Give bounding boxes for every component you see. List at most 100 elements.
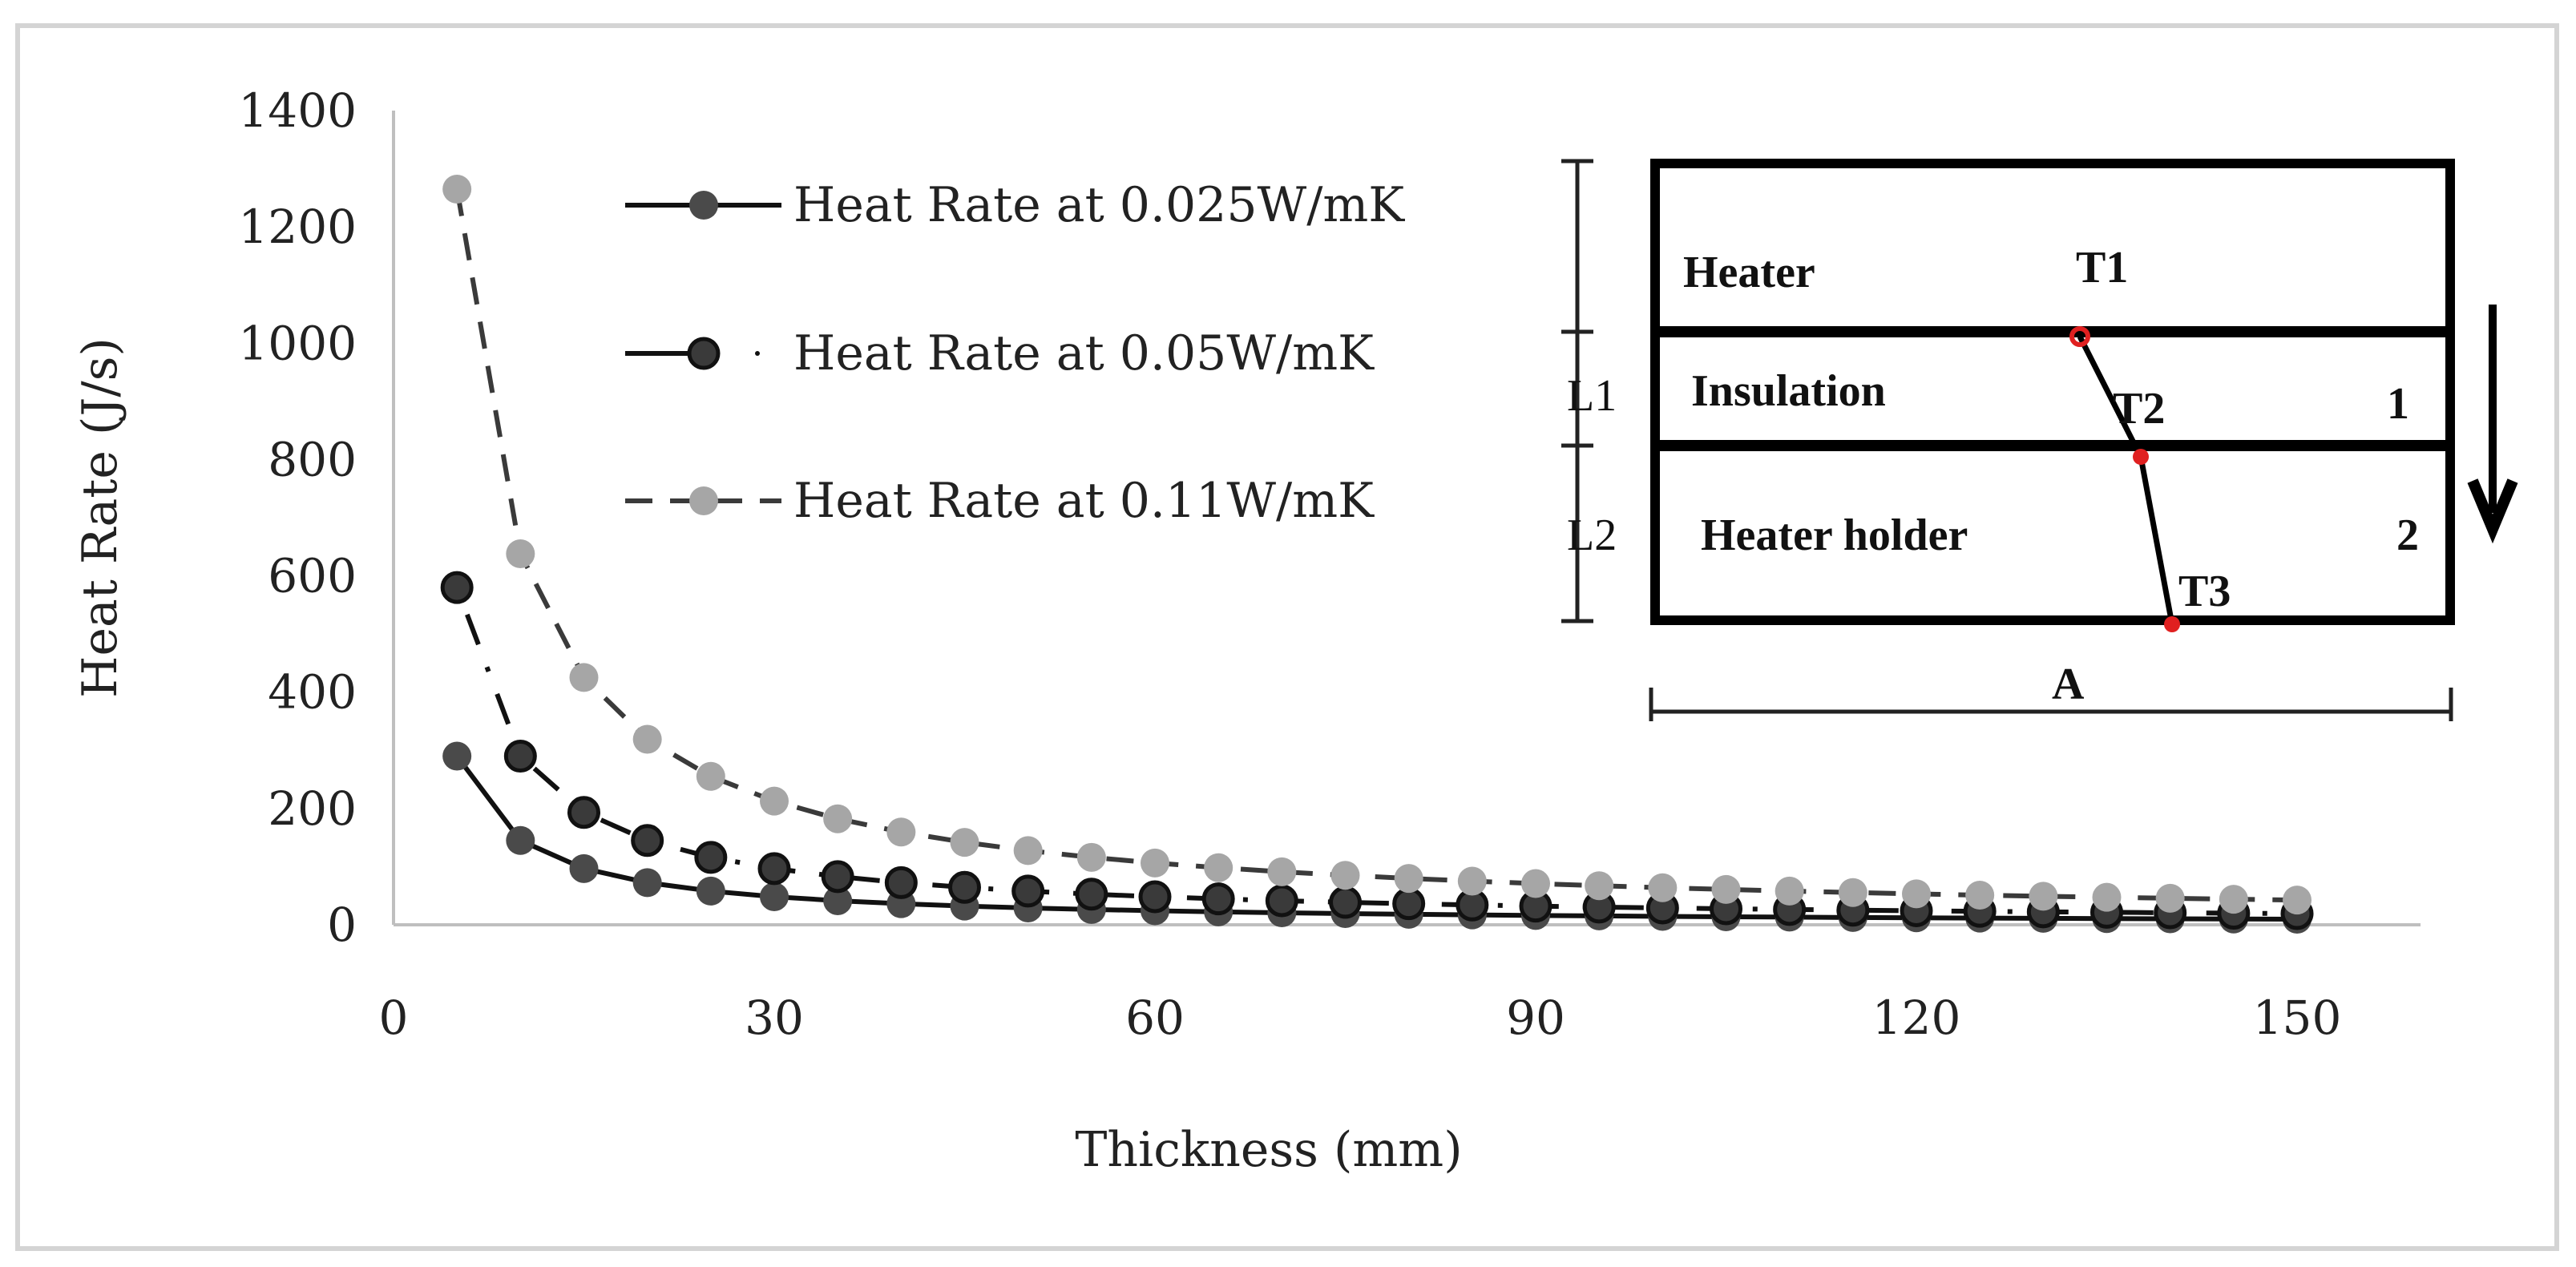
data-point [948,870,981,904]
data-point [1265,884,1298,918]
label-insulation: Insulation [1691,366,1886,416]
data-point [757,852,791,886]
data-point [1267,857,1297,886]
y-tick-label: 0 [327,898,357,952]
label-t2: T2 [2113,384,2165,434]
data-point [506,825,535,855]
legend-item: Heat Rate at 0.025W/mK [625,177,1405,233]
data-point [1838,878,1867,907]
data-point [1392,887,1426,921]
label-l1: L1 [1567,371,1617,421]
label-layer-1: 1 [2387,379,2409,429]
inset-diagram: Heater Insulation Heater holder T1 T2 T3… [1561,159,2518,721]
legend-marker [687,337,721,370]
data-point [506,539,535,568]
data-point [569,853,599,883]
data-point [760,882,789,911]
data-point [632,868,662,898]
data-point [2092,882,2122,912]
series-1 [440,571,2314,930]
x-axis-title: Thickness (mm) [1075,1122,1462,1178]
label-l2: L2 [1567,510,1617,560]
y-tick-label: 1400 [238,83,357,138]
x-tick-label: 60 [1125,991,1185,1045]
data-point [442,741,472,771]
data-point [1076,842,1106,872]
data-point [1521,869,1550,898]
data-point [694,841,728,874]
data-point [696,761,725,791]
data-point [821,860,854,894]
data-point [696,876,725,906]
data-point [1141,848,1169,878]
x-tick-label: 150 [2253,991,2342,1045]
data-point [1329,886,1362,919]
y-tick-label: 600 [268,549,357,603]
data-point [569,663,599,692]
legend-item: Heat Rate at 0.11W/mK [625,473,1375,529]
data-point [1075,878,1108,911]
data-point [1330,861,1360,890]
t1-point [2069,326,2090,347]
y-axis-title: Heat Rate (J/s) [72,337,128,698]
legend-label: Heat Rate at 0.11W/mK [793,473,1375,529]
data-point [1204,853,1233,882]
legend-item: Heat Rate at 0.05W/mK [625,325,1375,381]
label-heater: Heater [1683,248,1815,297]
data-point [1011,874,1045,908]
y-tick-label: 1200 [238,200,357,254]
heat-flow-arrow-icon [2467,305,2518,544]
data-point [567,796,600,829]
data-point [631,824,664,857]
x-tick-label: 0 [379,991,409,1045]
legend-marker [689,191,718,220]
data-point [1902,879,1931,909]
x-tick-label: 120 [1872,991,1961,1045]
data-point [632,724,662,754]
series-2 [442,174,2312,915]
thickness-dimension [1561,159,1593,623]
x-tick-label: 30 [745,991,804,1045]
legend-marker [689,486,718,515]
data-point [1965,880,1995,910]
data-point [2155,883,2185,913]
data-point [440,571,474,604]
data-point [823,804,853,833]
legend-label: Heat Rate at 0.025W/mK [793,177,1405,233]
y-tick-label: 400 [268,665,357,720]
data-point [442,174,472,204]
data-point [1648,873,1678,902]
label-area: A [2052,660,2085,709]
data-point [1711,874,1741,904]
label-heater-holder: Heater holder [1701,510,1968,560]
t3-point [2164,616,2180,632]
y-tick-label: 1000 [238,316,357,370]
legend-label: Heat Rate at 0.05W/mK [793,325,1375,381]
data-point [2029,882,2058,911]
label-layer-2: 2 [2396,510,2419,560]
data-point [1394,864,1423,894]
data-point [1201,882,1235,916]
data-point [950,828,979,857]
legend: Heat Rate at 0.025W/mK Heat Rate at 0.05W… [625,177,1405,529]
data-point [503,740,537,773]
data-point [886,817,916,847]
data-point [1457,866,1487,896]
data-point [1138,880,1172,914]
data-point [2283,886,2312,915]
chart-frame [15,23,2559,1251]
data-point [1585,871,1614,901]
inset-box [1650,159,2455,625]
x-tick-label: 90 [1506,991,1565,1045]
data-point [2219,885,2248,914]
label-t3: T3 [2178,567,2231,616]
area-dimension [1649,688,2453,721]
data-point [760,786,789,816]
data-point [1775,876,1804,906]
data-point [884,866,918,899]
data-point [823,886,853,915]
label-t1: T1 [2076,243,2128,293]
y-tick-label: 200 [268,781,357,836]
y-tick-label: 800 [268,432,357,486]
